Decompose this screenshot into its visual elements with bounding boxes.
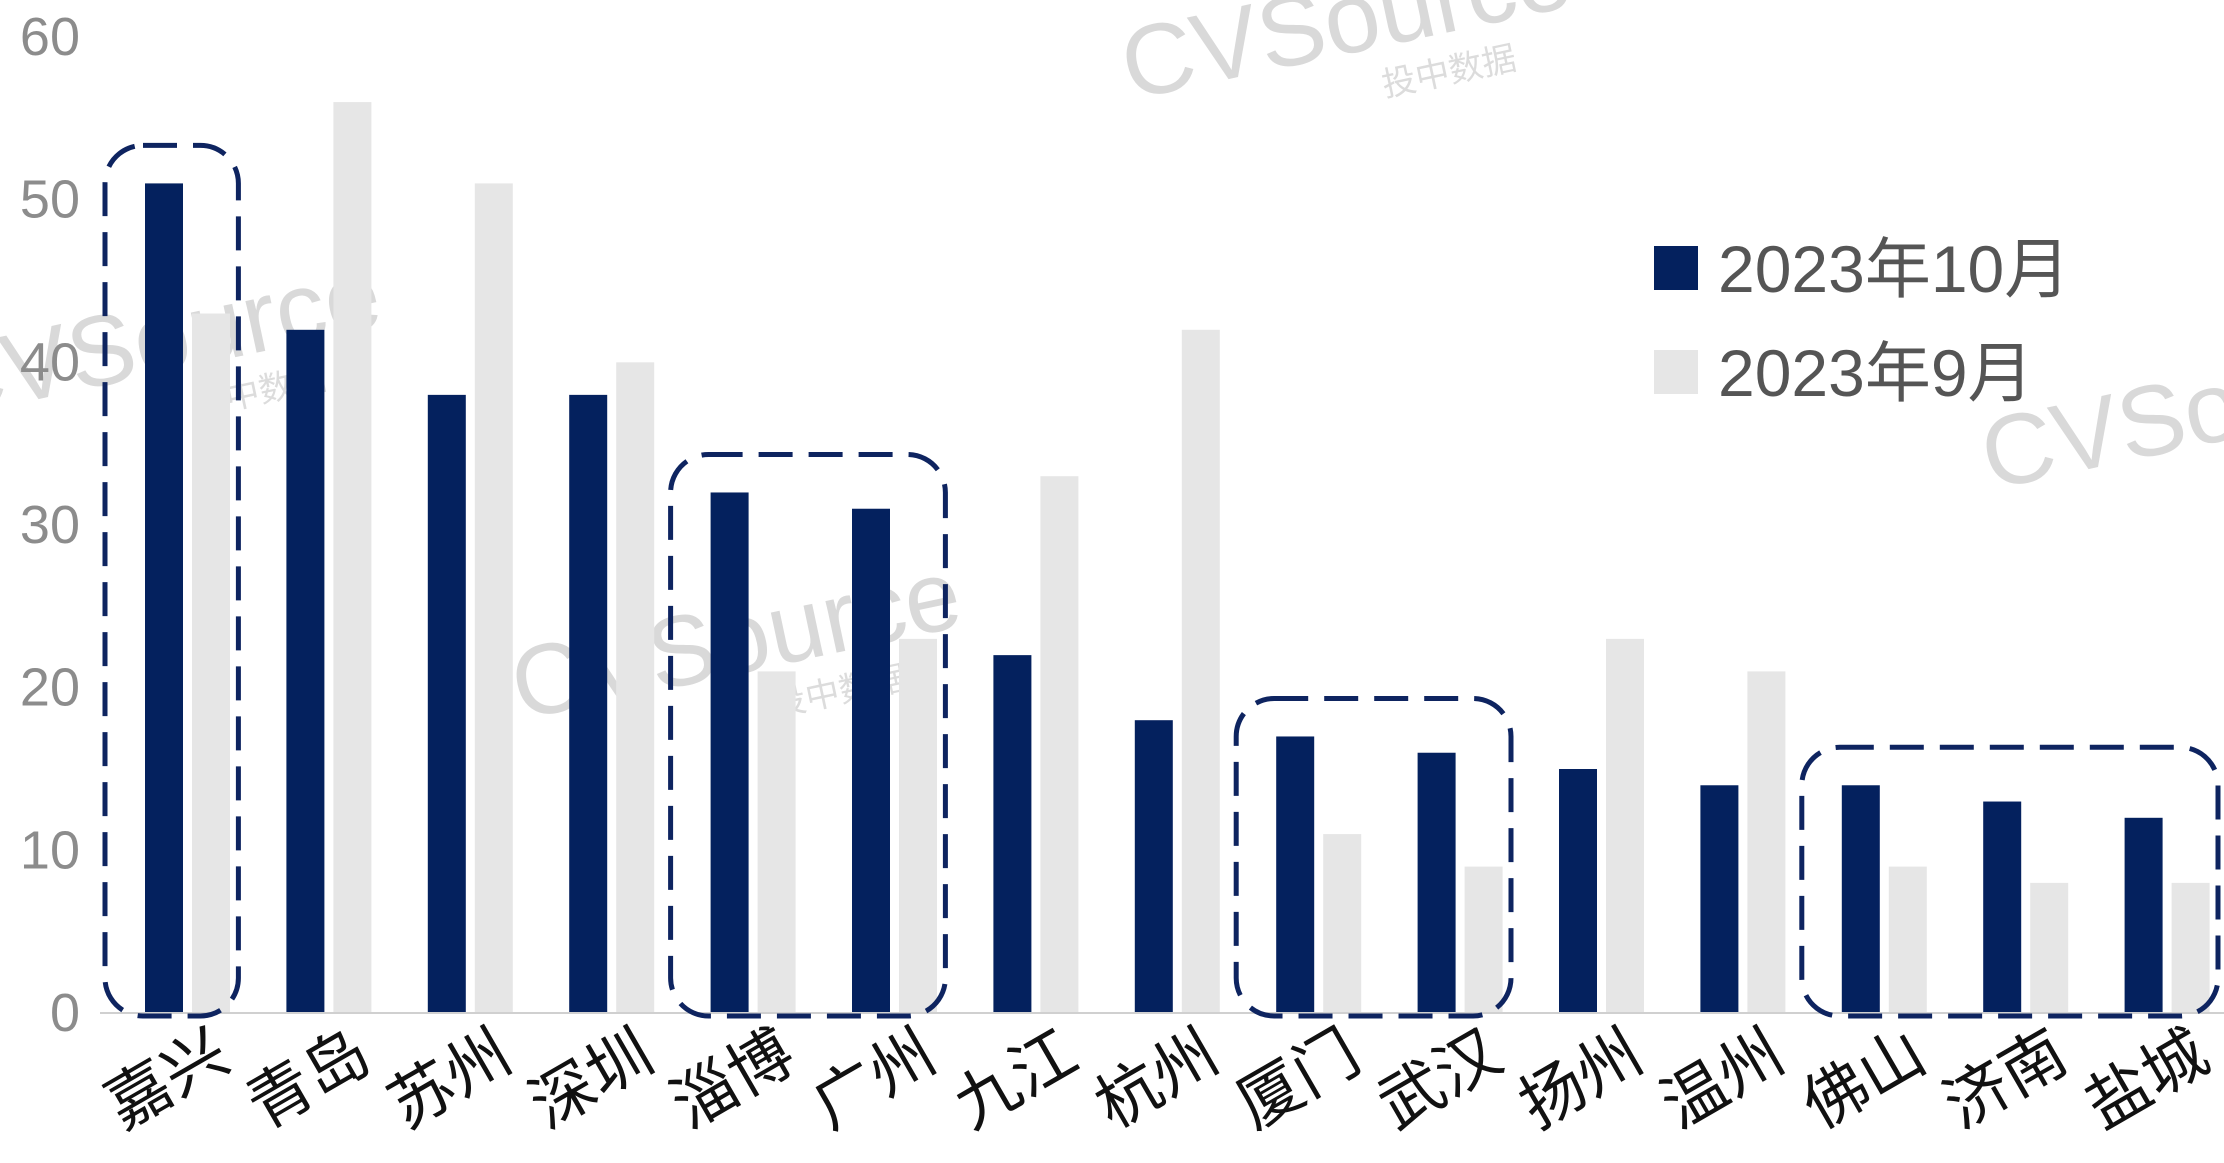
bar-series-2 bbox=[1040, 476, 1079, 1013]
x-tick-label: 青岛 bbox=[235, 1016, 383, 1144]
bar-series-2 bbox=[1888, 866, 1927, 1013]
bar-series-2 bbox=[1747, 671, 1786, 1013]
bar-series-2 bbox=[616, 362, 655, 1013]
bar-series-1 bbox=[1276, 736, 1315, 1013]
bar-series-1 bbox=[1134, 720, 1173, 1013]
bar-series-2 bbox=[1606, 638, 1644, 1013]
bar-series-2 bbox=[899, 638, 937, 1013]
legend: 2023年10月 2023年9月 bbox=[1654, 232, 2070, 410]
legend-label: 2023年9月 bbox=[1718, 336, 2034, 410]
bar-series-1 bbox=[427, 394, 466, 1013]
legend-swatch bbox=[1654, 246, 1698, 290]
bar-series-2 bbox=[192, 313, 230, 1013]
y-tick-label: 40 bbox=[20, 332, 80, 392]
bar-series-1 bbox=[145, 183, 183, 1013]
y-tick-label: 20 bbox=[20, 658, 80, 718]
y-tick-label: 60 bbox=[20, 7, 80, 67]
bar-series-2 bbox=[1181, 329, 1220, 1013]
x-tick-label: 九江 bbox=[942, 1016, 1090, 1144]
x-tick-label: 广州 bbox=[801, 1016, 949, 1144]
y-tick-label: 30 bbox=[20, 495, 80, 555]
x-tick-label: 苏州 bbox=[376, 1016, 524, 1144]
x-tick-label: 济南 bbox=[1932, 1016, 2080, 1144]
bar-series-1 bbox=[852, 508, 890, 1013]
bar-series-2 bbox=[1323, 834, 1362, 1013]
x-tick-label: 盐城 bbox=[2073, 1016, 2221, 1144]
highlight-box bbox=[1233, 695, 1514, 1019]
bar-series-1 bbox=[2124, 817, 2163, 1013]
bar-series-1 bbox=[1700, 785, 1739, 1013]
bar-series-1 bbox=[569, 394, 608, 1013]
x-tick-label: 武汉 bbox=[1366, 1016, 1514, 1144]
y-tick-label: 0 bbox=[50, 983, 80, 1043]
highlight-box bbox=[668, 451, 948, 1019]
bar-series-2 bbox=[474, 183, 513, 1013]
highlight-box bbox=[102, 142, 241, 1019]
bar-series-1 bbox=[710, 492, 749, 1013]
bar-series-1 bbox=[1559, 769, 1597, 1013]
x-tick-label: 佛山 bbox=[1790, 1016, 1938, 1144]
bar-series-1 bbox=[993, 655, 1032, 1013]
bar-series-1 bbox=[1417, 752, 1456, 1013]
bar-series-1 bbox=[286, 329, 325, 1013]
bar-series-2 bbox=[333, 102, 372, 1014]
y-tick-label: 50 bbox=[20, 170, 80, 230]
bar-series-2 bbox=[2171, 882, 2210, 1013]
y-axis: 0 10 20 30 40 50 60 bbox=[20, 7, 80, 1043]
highlight-box bbox=[1799, 744, 2221, 1019]
x-tick-label: 杭州 bbox=[1083, 1016, 1231, 1144]
x-tick-label: 厦门 bbox=[1225, 1016, 1373, 1144]
x-tick-label: 嘉兴 bbox=[94, 1016, 242, 1144]
bar-series-2 bbox=[757, 671, 796, 1013]
bar-series-2 bbox=[1464, 866, 1503, 1013]
bars bbox=[145, 102, 2210, 1014]
x-tick-label: 深圳 bbox=[518, 1016, 666, 1144]
bar-series-1 bbox=[1841, 785, 1880, 1013]
legend-swatch bbox=[1654, 350, 1698, 394]
highlight-boxes bbox=[102, 142, 2221, 1019]
bar-series-2 bbox=[2030, 882, 2069, 1013]
legend-label: 2023年10月 bbox=[1718, 232, 2070, 306]
x-tick-label: 淄博 bbox=[659, 1016, 807, 1144]
y-tick-label: 10 bbox=[20, 820, 80, 880]
x-tick-label: 温州 bbox=[1649, 1016, 1797, 1144]
x-tick-label: 扬州 bbox=[1508, 1016, 1656, 1144]
bar-series-1 bbox=[1983, 801, 2022, 1013]
